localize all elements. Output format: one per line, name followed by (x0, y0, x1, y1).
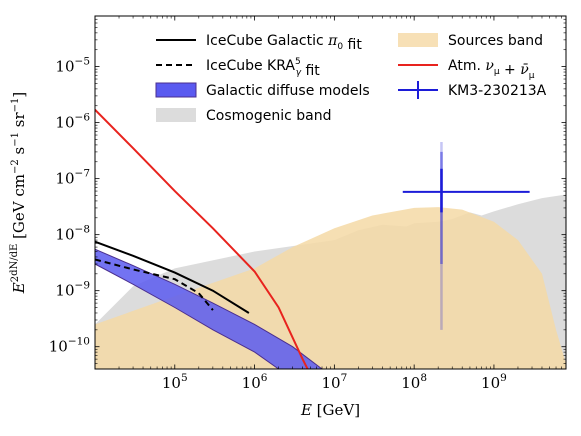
series-icecube-kra5-fit (95, 258, 214, 311)
x-axis-label: E [GeV] (300, 401, 360, 419)
x-tick-label: 108 (401, 372, 427, 392)
legend-entry-left-0: IceCube Galactic π0 fit (156, 33, 362, 53)
x-tick-label: 107 (321, 372, 347, 392)
series-galactic-diffuse-models (95, 248, 323, 369)
legend-handle-orange (398, 33, 438, 47)
legend-entry-left-1: IceCube KRA5 γ fit (156, 57, 320, 79)
y-axis-label: E2dN/dE [GeV cm−2 s−1 sr−1] (9, 92, 28, 295)
legend-handle-blue (155, 82, 197, 98)
plot-area (95, 108, 566, 369)
legend-entry-right-1: Atm. νμ + ν̄μ (398, 58, 535, 81)
legend-entry-right-2: KM3-230213A (398, 81, 547, 99)
legend-entry-left-3: Cosmogenic band (156, 108, 331, 124)
legend-label: Cosmogenic band (206, 108, 331, 124)
x-tick-label: 105 (162, 372, 188, 392)
series-atm (95, 108, 309, 369)
legend-label: Atm. νμ + ν̄μ (448, 58, 535, 81)
y-tick-label: 10−5 (55, 56, 90, 76)
legend-label: Galactic diffuse models (206, 83, 370, 99)
y-tick-label: 10−9 (55, 280, 90, 300)
legend: IceCube Galactic π0 fit IceCube KRA5 γ fit… (155, 33, 547, 124)
legend-entry-right-0: Sources band (398, 33, 543, 49)
legend-label: Sources band (448, 33, 543, 49)
x-tick-label: 109 (481, 372, 507, 392)
y-tick-label: 10−6 (55, 112, 90, 132)
minor-ticks (95, 16, 566, 369)
y-tick-label: 10−7 (55, 168, 90, 188)
legend-label: IceCube KRA5 γ fit (206, 57, 320, 79)
km3-data-point (402, 142, 530, 330)
x-tick-label: 106 (242, 372, 268, 392)
legend-label: IceCube Galactic π0 fit (206, 33, 362, 53)
legend-label: KM3-230213A (448, 83, 547, 99)
y-tick-label: 10−10 (49, 336, 90, 356)
y-tick-label: 10−8 (55, 224, 90, 244)
legend-handle-gray (156, 108, 196, 122)
legend-entry-left-2: Galactic diffuse models (155, 82, 370, 99)
series-icecube-galactic-0-fit (95, 240, 250, 314)
